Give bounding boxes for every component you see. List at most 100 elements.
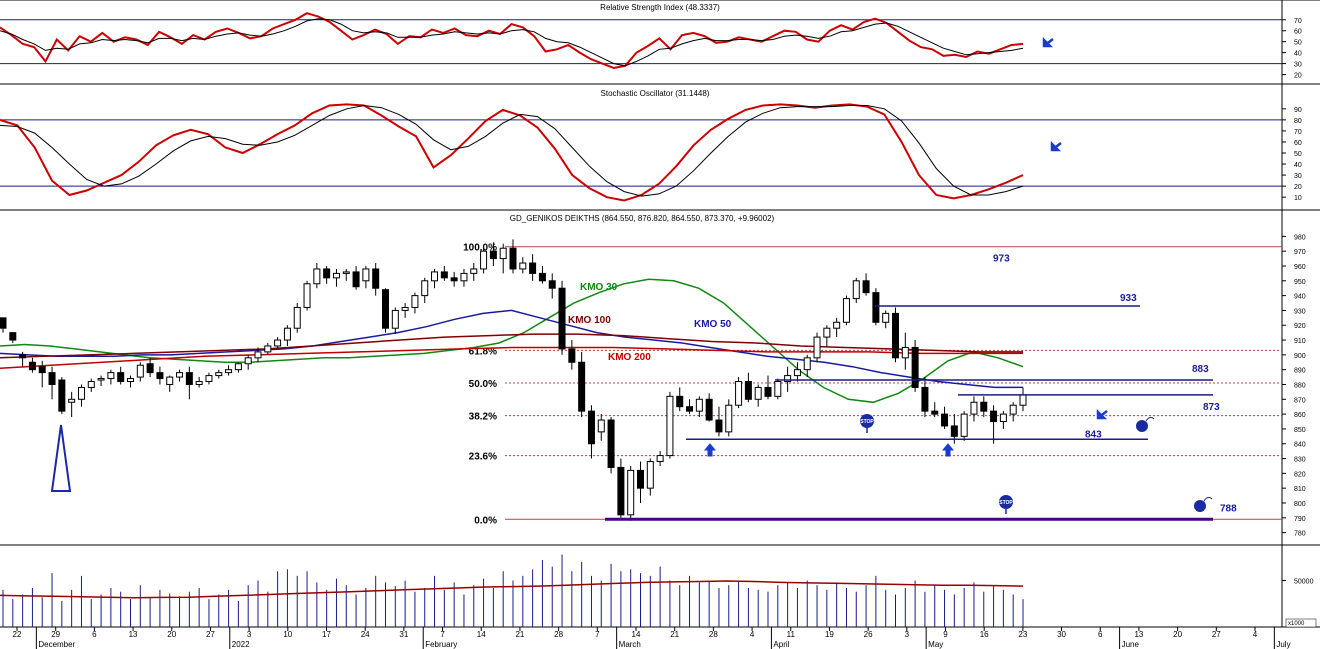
price-title: GD_GENIKOS DEIKTHS (864.550, 876.820, 86… (510, 214, 775, 223)
x-tick-label: 19 (825, 630, 834, 639)
bomb-icon (1194, 500, 1206, 512)
y-tick-label: 780 (1294, 531, 1306, 538)
x-tick-label: 11 (787, 630, 796, 639)
candle-body (440, 271, 448, 279)
fib-label: 50.0% (469, 379, 497, 390)
y-tick-label: 870 (1294, 397, 1306, 404)
candle-body (941, 413, 949, 427)
y-tick-label: 70 (1294, 129, 1302, 136)
x-tick-label: 28 (709, 630, 718, 639)
candle-body (205, 375, 213, 383)
y-tick-label: 20 (1294, 184, 1302, 191)
candle-body (176, 372, 184, 378)
candle-body (19, 354, 27, 359)
candle-body (509, 247, 517, 270)
month-label: December (38, 640, 75, 649)
candle-body (1009, 404, 1017, 415)
y-tick-label: 830 (1294, 457, 1306, 464)
candle-body (911, 346, 919, 388)
y-tick-label: 910 (1294, 338, 1306, 345)
candle-body (313, 268, 321, 285)
y-tick-label: 840 (1294, 442, 1306, 449)
candle-body (372, 268, 380, 289)
signal-arrow (1050, 140, 1062, 152)
x-tick-label: 20 (1173, 630, 1182, 639)
candle-body (303, 283, 311, 308)
moving-average-line (0, 346, 1023, 369)
candle-body (627, 469, 635, 516)
candle-body (136, 364, 144, 378)
x-tick-label: 3 (905, 630, 910, 639)
bomb-icon (1136, 420, 1148, 432)
candle-body (9, 332, 17, 341)
candle-body (754, 386, 762, 400)
month-label: April (773, 640, 789, 649)
candle-body (950, 425, 958, 437)
unit-label: x1000 (1288, 621, 1305, 627)
series-line (0, 12, 1024, 70)
candle-body (990, 410, 998, 423)
x-tick-label: 20 (167, 630, 176, 639)
candle-body (480, 250, 488, 270)
volume-average-line (0, 580, 1024, 599)
candle-body (784, 375, 792, 383)
y-tick-label: 860 (1294, 412, 1306, 419)
candle-body (225, 369, 233, 374)
price-level-label: 843 (1085, 429, 1102, 440)
candle-body (185, 372, 193, 385)
candle-body (293, 306, 301, 329)
x-tick-label: 14 (632, 630, 641, 639)
moving-average-label: KMO 100 (568, 315, 611, 326)
rsi-panel: Relative Strength Index (48.3337) 70 60 50… (0, 3, 1302, 80)
y-tick-label: 70 (1294, 18, 1302, 25)
month-label: 2022 (232, 640, 250, 649)
x-tick-label: 26 (864, 630, 873, 639)
candle-body (254, 351, 262, 359)
y-tick-label: 900 (1294, 353, 1306, 360)
candle-body (28, 361, 36, 371)
x-tick-label: 10 (283, 630, 292, 639)
candle-body (735, 381, 743, 406)
candle-body (538, 272, 546, 282)
stop-sign-icon (860, 414, 874, 428)
y-tick-label: 40 (1294, 162, 1302, 169)
candle-body (87, 381, 95, 388)
y-tick-label: 950 (1294, 279, 1306, 286)
y-tick-label: 30 (1294, 173, 1302, 180)
candle-body (548, 280, 556, 289)
candle-body (450, 277, 458, 282)
stop-sign-text: STOP (860, 419, 874, 425)
x-tick-label: 24 (361, 630, 370, 639)
candle-body (391, 309, 399, 329)
fib-label: 100.0% (463, 243, 497, 254)
y-tick-label: 940 (1294, 294, 1306, 301)
candle-body (323, 268, 331, 279)
candle-body (921, 386, 929, 412)
candle-body (695, 398, 703, 412)
candle-body (587, 410, 595, 445)
price-level-label: 883 (1192, 364, 1209, 375)
x-tick-label: 17 (322, 630, 331, 639)
y-tick-label: 960 (1294, 264, 1306, 271)
candle-body (607, 419, 615, 468)
price-panel: GD_GENIKOS DEIKTHS (864.550, 876.820, 86… (0, 214, 1306, 538)
y-tick-label: 800 (1294, 501, 1306, 508)
candle-body (499, 247, 507, 260)
candle-body (274, 339, 282, 347)
y-tick-label: 90 (1294, 107, 1302, 114)
candle-body (77, 386, 85, 400)
candle-body (166, 376, 174, 385)
signal-arrow (1042, 36, 1054, 48)
y-tick-label: 30 (1294, 62, 1302, 69)
candle-body (793, 369, 801, 377)
x-tick-label: 4 (750, 630, 755, 639)
stop-sign-text: STOP (999, 500, 1013, 506)
x-tick-label: 6 (1098, 630, 1103, 639)
signal-arrow (1096, 408, 1108, 420)
moving-average-label: KMO 50 (694, 319, 732, 330)
moving-average-line (0, 309, 1023, 389)
candle-body (715, 419, 723, 433)
candle-body (342, 271, 350, 274)
candle-body (931, 410, 939, 415)
x-tick-label: 13 (1134, 630, 1143, 639)
